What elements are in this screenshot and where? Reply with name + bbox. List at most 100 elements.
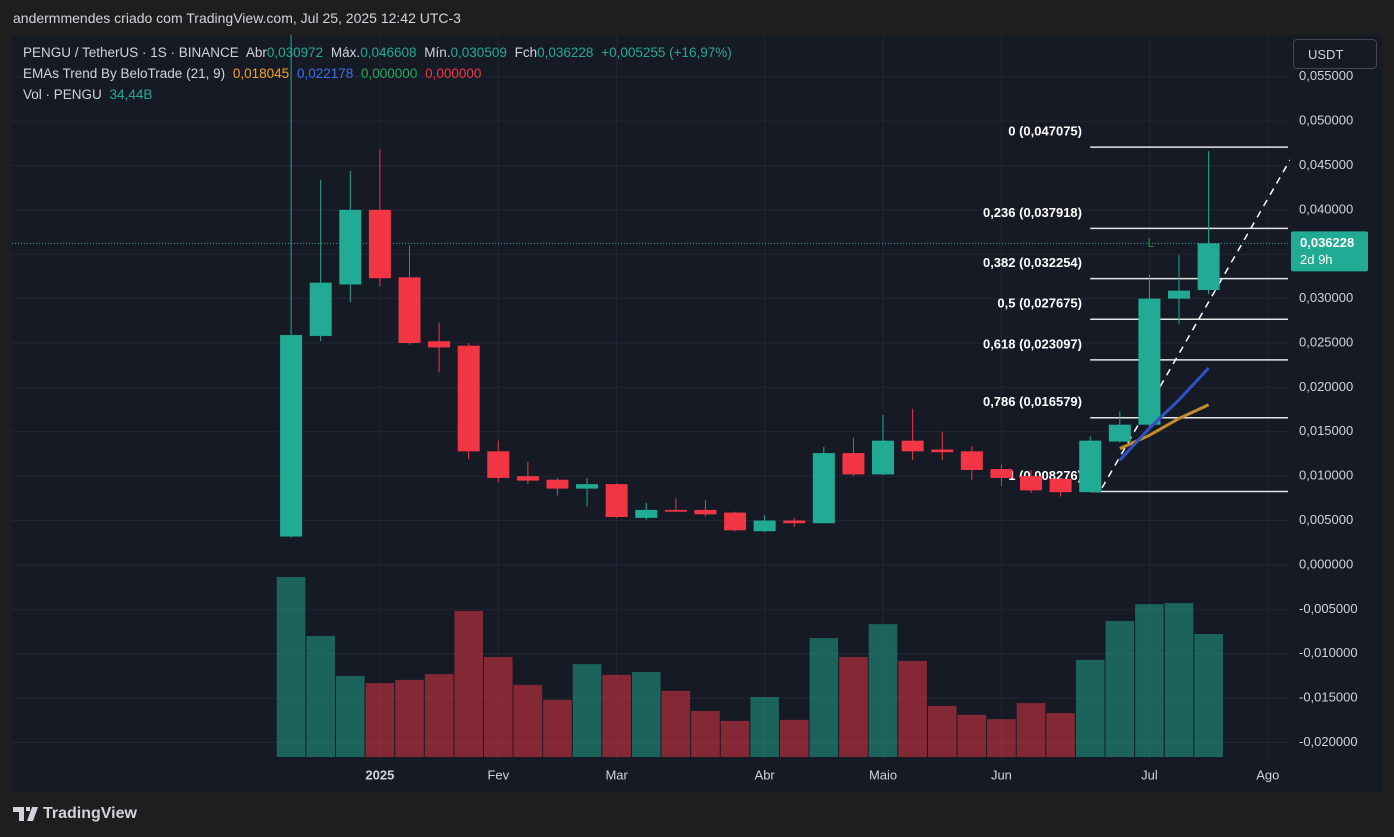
ema-line (1119, 403, 1210, 451)
last-price-box (1291, 231, 1368, 272)
y-tick-label: 0,055000 (1299, 68, 1353, 83)
high-label: Máx. (330, 45, 361, 60)
volume-bar (395, 679, 424, 757)
volume-bar (424, 674, 454, 757)
indicator-value: 0,000000 (361, 66, 418, 81)
candle-body (664, 509, 687, 512)
candle-body (1079, 440, 1102, 493)
candle-body (280, 335, 303, 537)
volume-bar (276, 577, 306, 757)
open-label: Abr (245, 45, 267, 60)
fib-label: 0,236 (0,037918) (983, 205, 1082, 220)
y-tick-label: 0,015000 (1299, 423, 1353, 438)
candle-body (398, 277, 421, 344)
candle-body (1138, 298, 1161, 425)
indicator-value: 0,022178 (296, 66, 354, 81)
y-tick-label: -0,020000 (1299, 734, 1358, 749)
volume-bar (306, 635, 335, 757)
candle-body (309, 282, 332, 336)
candle-body (576, 484, 599, 489)
low-value: 0,030509 (450, 45, 507, 60)
y-tick-label: 0,005000 (1299, 512, 1353, 527)
candle-body (783, 520, 806, 524)
volume-bar (1105, 620, 1135, 757)
plot: 0 (0,047075) 0,236 (0,037918) 0,382 (0,032… (12, 35, 1290, 757)
indicator-value: 0,000000 (425, 66, 482, 81)
y-tick-label: 0,025000 (1299, 334, 1353, 349)
candle-body (960, 451, 983, 470)
currency-button[interactable]: USDT (1293, 39, 1377, 69)
close-label: Fch (514, 45, 538, 60)
axes: -0,020000 -0,015000 -0,010000 -0,005000 0,00… (365, 68, 1368, 782)
candle-body (901, 440, 924, 452)
change: +0,005255 (+16,97%) (601, 45, 732, 60)
volume-bar (335, 675, 365, 757)
volume-bar (365, 683, 395, 757)
volume-bar (868, 624, 898, 757)
y-tick-label: -0,005000 (1299, 601, 1358, 616)
x-tick-label: Jul (1141, 767, 1158, 782)
open-value: 0,030972 (266, 45, 324, 60)
candle-body (724, 512, 747, 531)
symbol: PENGU / TetherUS · 1S · BINANCE (23, 45, 239, 60)
volume-bar (1016, 703, 1046, 757)
x-tick-label: Abr (755, 767, 776, 782)
volume-bar (631, 672, 661, 757)
y-tick-label: 0,030000 (1299, 290, 1353, 305)
candle-body (635, 509, 658, 518)
volume-bar (483, 657, 513, 757)
candle-body (1049, 478, 1072, 493)
candle-body (1108, 424, 1131, 442)
y-tick-label: -0,010000 (1299, 645, 1358, 660)
y-tick-label: 0,010000 (1299, 468, 1353, 483)
signal-marker: L (1147, 235, 1154, 250)
candle-body (516, 476, 539, 481)
volume-bar (1046, 713, 1075, 757)
ema-line (1118, 367, 1210, 462)
high-value: 0,046608 (360, 45, 417, 60)
y-tick-label: 0,000000 (1299, 556, 1353, 571)
candle-body (368, 209, 391, 279)
indicator-value: 0,018045 (232, 66, 290, 81)
trend-line (1101, 159, 1290, 489)
x-tick-label: Mar (605, 767, 628, 782)
brand: TradingView (43, 805, 137, 822)
candle-body (428, 341, 451, 348)
x-tick-label: 2025 (365, 767, 394, 782)
candle-body (990, 469, 1013, 478)
candle-body (1168, 290, 1191, 299)
y-tick-label: -0,015000 (1299, 690, 1358, 705)
x-tick-label: Ago (1256, 767, 1279, 782)
legend-indicator: EMAs Trend By BeloTrade (21, 9) 0,018045… (23, 66, 485, 81)
close-value: 0,036228 (537, 45, 594, 60)
attribution: andermmendes criado com TradingView.com,… (13, 10, 461, 26)
y-tick-label: 0,040000 (1299, 201, 1353, 216)
candle-body (339, 209, 362, 285)
volume-value: 34,44B (109, 87, 153, 102)
countdown-label: 2d 9h (1300, 252, 1333, 267)
volume-bar (1164, 603, 1194, 757)
candle-body (457, 345, 480, 452)
candle-body (546, 479, 569, 489)
volume-bar (839, 657, 868, 757)
volume-bar (572, 664, 602, 757)
volume-bar (809, 638, 839, 757)
volume-bar (1135, 604, 1164, 757)
candle-body (872, 440, 895, 475)
x-tick-label: Fev (487, 767, 509, 782)
candle-body (931, 449, 954, 453)
y-tick-label: 0,050000 (1299, 113, 1353, 128)
legend-volume: Vol · PENGU 34,44B (23, 87, 156, 102)
volume-bar (720, 720, 750, 757)
volume-label: Vol · PENGU (23, 87, 102, 102)
x-tick-label: Maio (869, 767, 897, 782)
low-label: Mín. (424, 45, 451, 60)
volume-bar (1194, 634, 1223, 757)
volume-bar (898, 660, 927, 757)
candle-body (1020, 476, 1043, 491)
candle-body (812, 453, 835, 524)
volume-bar (779, 719, 809, 757)
fib-label: 0,618 (0,023097) (983, 336, 1082, 351)
